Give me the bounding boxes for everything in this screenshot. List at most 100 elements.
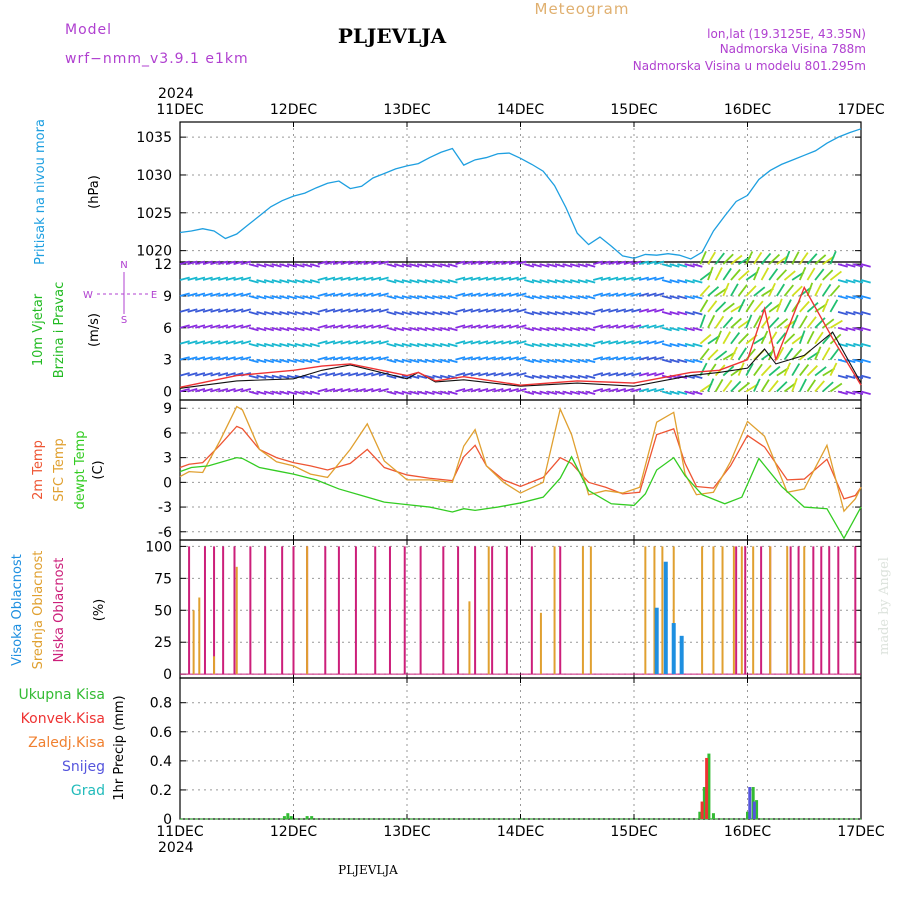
wind-barb	[776, 269, 788, 281]
wind-barb	[210, 388, 221, 393]
wind-barb	[401, 358, 412, 364]
wind-barb	[768, 316, 780, 329]
wind-barb	[447, 279, 458, 284]
wind-barb	[478, 292, 489, 297]
top-date-tick: 17DEC	[837, 102, 884, 118]
wind-barb	[309, 390, 320, 395]
wind-barb	[570, 295, 581, 300]
wind-barb	[248, 326, 259, 332]
wind-barb	[631, 356, 642, 361]
wind-barb	[631, 324, 642, 329]
wind-barb	[730, 268, 741, 281]
wind-barb	[248, 295, 259, 300]
wind-barb	[187, 324, 198, 329]
wind-barb	[401, 263, 412, 268]
wind-barb	[202, 372, 213, 377]
wind-barb	[355, 276, 366, 281]
wind-barb	[187, 292, 198, 297]
wind-barb	[187, 308, 198, 313]
wind-barb	[822, 318, 835, 329]
bottom-date-tick: 12DEC	[270, 824, 317, 840]
wind-barb	[592, 356, 604, 361]
wind-barb	[684, 326, 695, 332]
wind-barb	[554, 295, 565, 300]
wind-barb	[424, 358, 435, 364]
wind-barb	[737, 298, 746, 313]
wind-barb	[638, 356, 649, 361]
wind-barb	[394, 295, 405, 300]
wind-barb	[279, 342, 290, 348]
wind-barb	[202, 292, 213, 297]
wind-barb	[654, 340, 665, 345]
wind-barb	[722, 267, 732, 281]
wind-barb	[745, 299, 755, 313]
wind-barb	[363, 324, 374, 329]
wind-barb	[737, 284, 748, 297]
wind-barb	[378, 388, 389, 393]
wind-barb	[485, 372, 496, 377]
cloud-bar	[732, 546, 735, 675]
wind-barb	[715, 350, 728, 361]
cloud-bar	[760, 546, 763, 675]
wind-barb	[684, 358, 695, 364]
wind-barb	[493, 372, 504, 377]
cloud-bar	[854, 546, 857, 675]
wind-barb	[294, 263, 305, 268]
wind-barb	[760, 301, 773, 313]
wind-barb	[286, 263, 298, 268]
wind-barb	[409, 326, 420, 332]
wind-barb	[195, 388, 206, 393]
cloud-bar	[837, 546, 840, 675]
wind-barb	[256, 263, 267, 268]
wind-barb	[654, 356, 665, 361]
wind-barb	[531, 326, 542, 332]
wind-barb	[363, 372, 374, 377]
wind-barb	[462, 324, 474, 329]
wind-barb	[745, 285, 757, 297]
wind-barb	[386, 295, 397, 300]
wind-barb	[256, 326, 267, 332]
wind-barb	[646, 324, 657, 329]
wind-barb	[585, 326, 596, 332]
wind-barb	[394, 342, 405, 348]
wind-barb	[501, 260, 512, 265]
wind-barb	[524, 295, 535, 300]
wind-barb	[608, 324, 619, 329]
wind-barb	[714, 252, 725, 265]
wind-barb	[447, 390, 458, 395]
precip-legend-item: Konvek.Kisa	[21, 711, 105, 727]
wind-barb	[829, 362, 838, 376]
wind-barb	[760, 252, 772, 265]
wind-barb	[256, 342, 267, 348]
wind-barb	[829, 299, 839, 313]
wind-barb	[409, 390, 420, 395]
wind-barb	[684, 311, 695, 316]
wind-barb	[745, 314, 753, 329]
wind-barb	[394, 263, 405, 268]
wind-barb	[600, 308, 611, 313]
wind-barb	[478, 372, 489, 377]
wind-barb	[592, 372, 604, 377]
wind-barb	[508, 260, 519, 265]
elevation-label: Nadmorska Visina 788m	[720, 42, 866, 56]
meteogram-title: Meteogram	[535, 0, 630, 18]
wind-barb	[692, 374, 703, 380]
wind-barb	[837, 326, 848, 332]
wind-barb	[225, 324, 236, 329]
wind-barb	[845, 311, 856, 316]
wind-barb	[485, 308, 496, 313]
wind-barb	[187, 276, 198, 281]
wind-barb	[592, 388, 604, 393]
wind-barb	[179, 260, 190, 265]
wind-barb	[271, 279, 282, 284]
wind-barb	[439, 374, 451, 380]
wind-barb	[799, 315, 808, 329]
wind-barb	[501, 308, 512, 313]
wind-barb	[562, 295, 573, 300]
wind-barb	[455, 276, 466, 281]
wind-barb	[860, 358, 871, 364]
wind-barb	[195, 372, 206, 377]
wind-barb	[394, 326, 405, 332]
wind-barb	[218, 324, 229, 329]
wind-barb	[424, 390, 435, 395]
